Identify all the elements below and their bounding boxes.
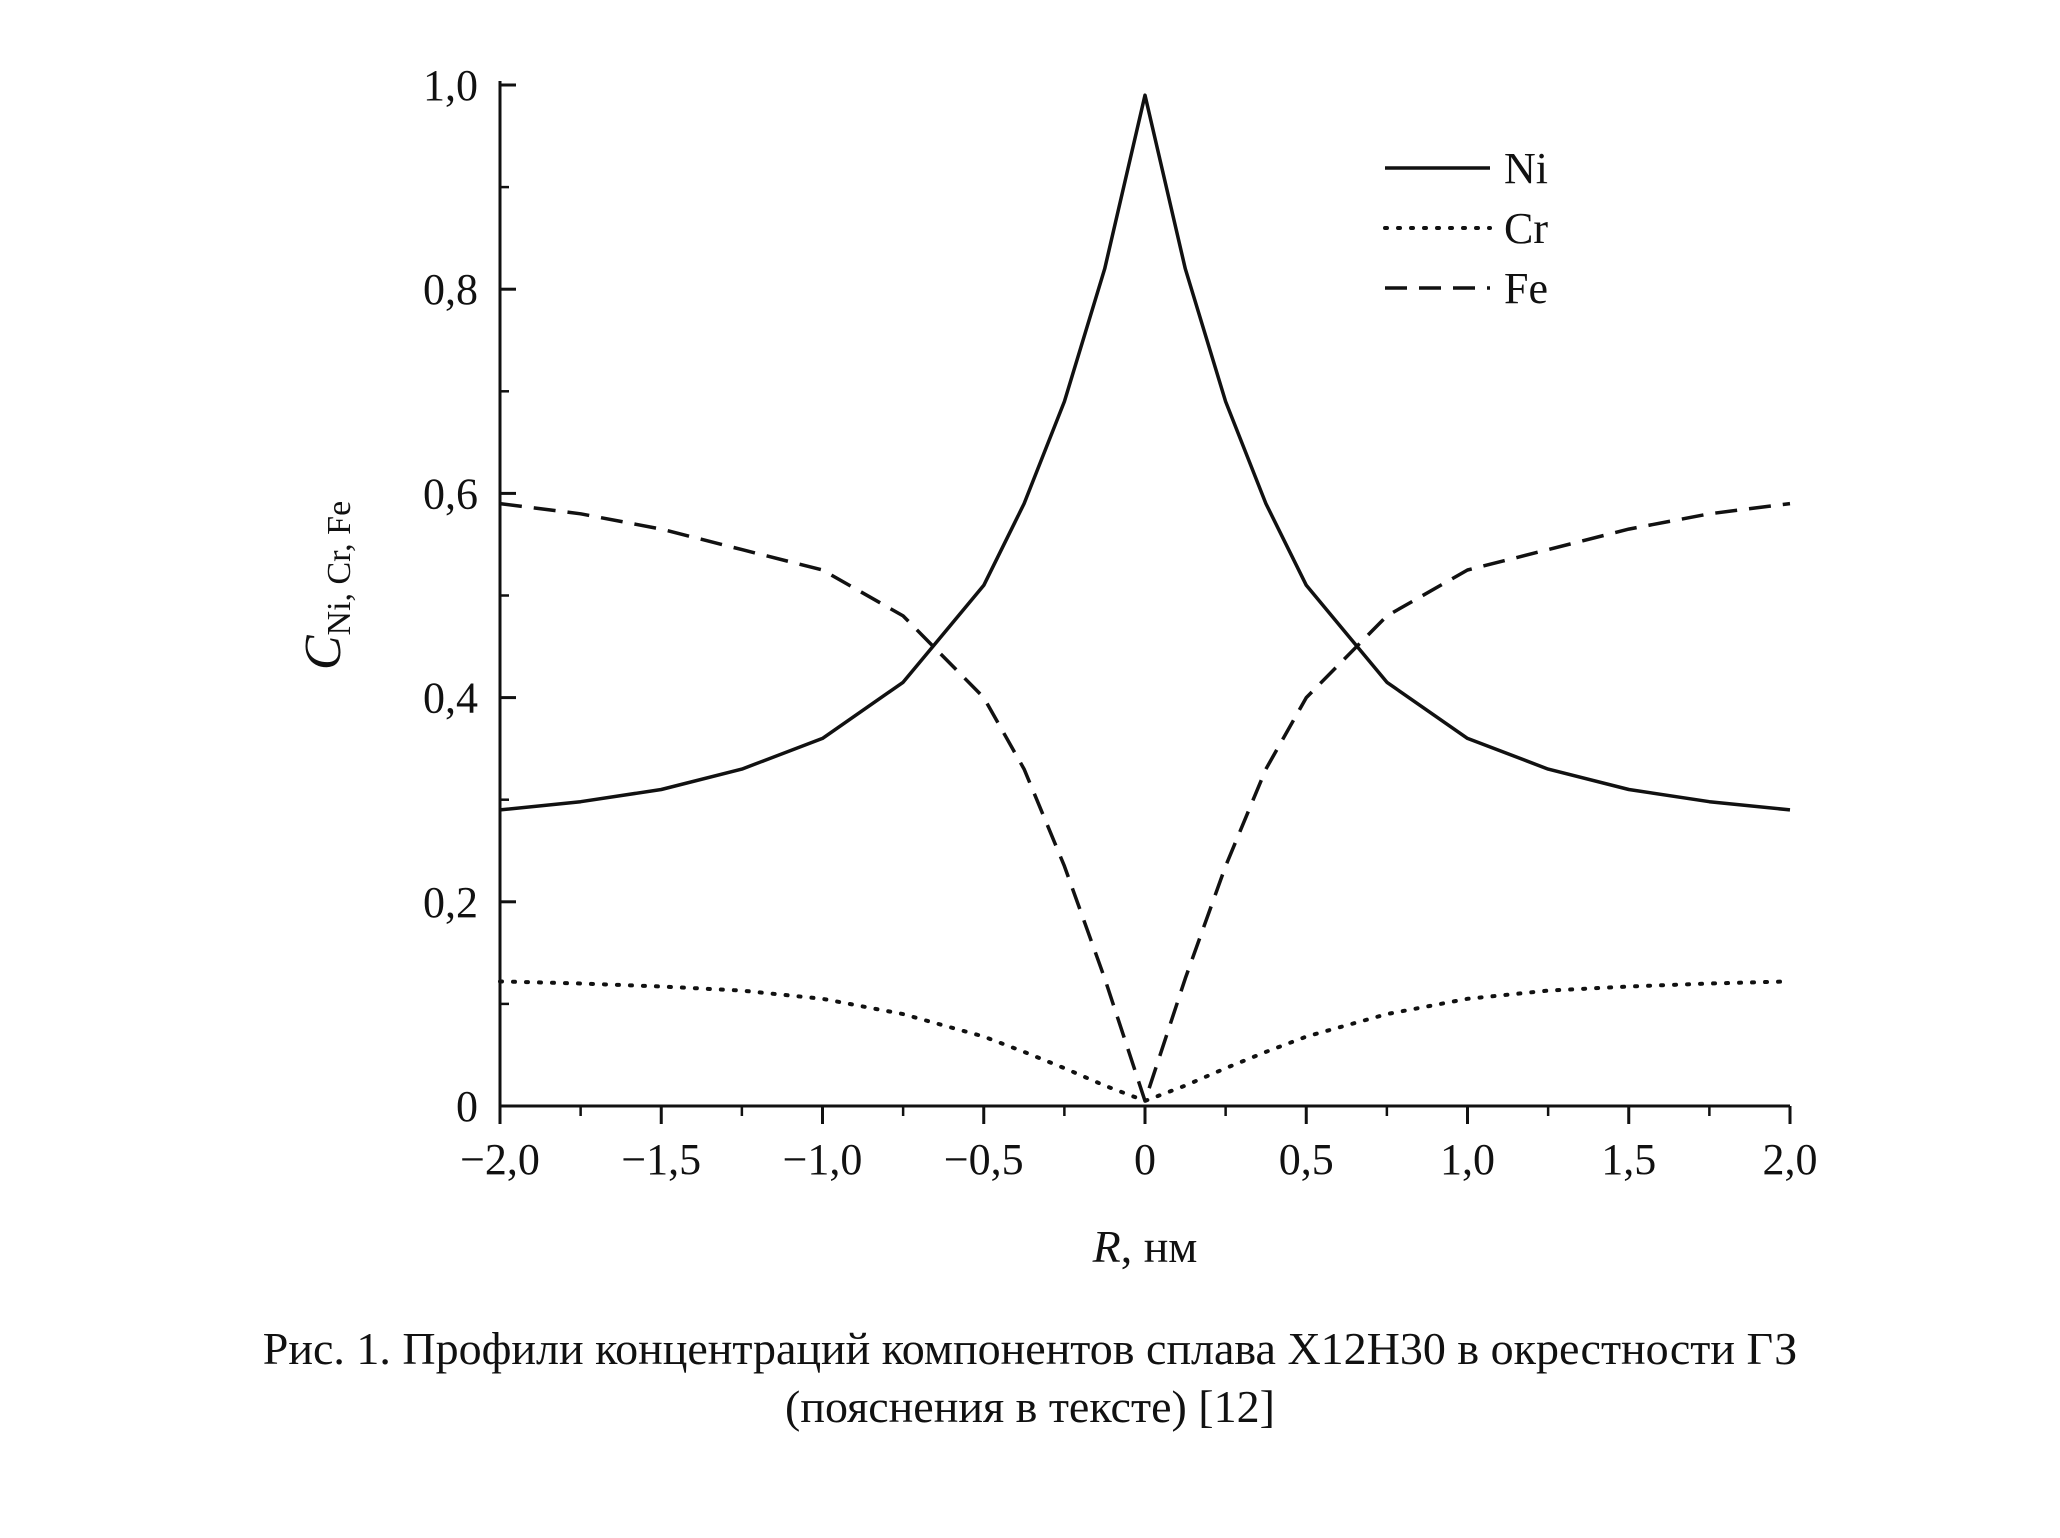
x-tick-label: −1,0 <box>783 1135 863 1184</box>
legend: Ni Cr Fe <box>1383 144 1548 313</box>
x-tick-label: 1,0 <box>1440 1135 1495 1184</box>
figure-caption-line-1: Рис. 1. Профили концентраций компонентов… <box>262 1323 1798 1374</box>
legend-label-fe: Fe <box>1504 264 1548 313</box>
y-axis-title: CNi, Cr, Fe <box>295 501 358 670</box>
x-tick-label: −0,5 <box>944 1135 1024 1184</box>
y-tick-label: 0 <box>456 1082 478 1131</box>
x-tick-label: 0,5 <box>1279 1135 1334 1184</box>
x-tick-label: 1,5 <box>1601 1135 1656 1184</box>
x-tick-label: 0 <box>1134 1135 1156 1184</box>
legend-label-cr: Cr <box>1504 204 1548 253</box>
figure-caption-line-2: (пояснения в тексте) [12] <box>785 1381 1275 1432</box>
series-layer <box>498 93 1792 1103</box>
y-tick-label: 0,6 <box>423 469 478 518</box>
y-tick-label: 0,4 <box>423 674 478 723</box>
x-axis-title-symbol: R <box>1092 1221 1121 1272</box>
x-tick-label: −1,5 <box>621 1135 701 1184</box>
y-tick-label: 1,0 <box>423 61 478 110</box>
x-axis-title-unit: , нм <box>1121 1221 1198 1272</box>
y-tick-label: 0,8 <box>423 265 478 314</box>
x-tick-label: 2,0 <box>1763 1135 1818 1184</box>
series-fe-line <box>499 501 1791 1103</box>
series-cr-line <box>498 979 1792 1103</box>
y-axis-title-subscript: Ni, Cr, Fe <box>321 501 358 636</box>
y-tick-label: 0,2 <box>423 878 478 927</box>
x-tick-label: −2,0 <box>460 1135 540 1184</box>
y-axis-title-symbol: C <box>295 634 352 670</box>
axes: 0 0,2 0,4 0,6 0,8 1,0 −2,0 −1,5 −1,0 −0,5 0 0,5 1,0 1… <box>423 61 1818 1184</box>
x-axis-title: R, нм <box>1092 1221 1198 1272</box>
series-ni-line <box>499 93 1791 812</box>
legend-label-ni: Ni <box>1504 144 1548 193</box>
